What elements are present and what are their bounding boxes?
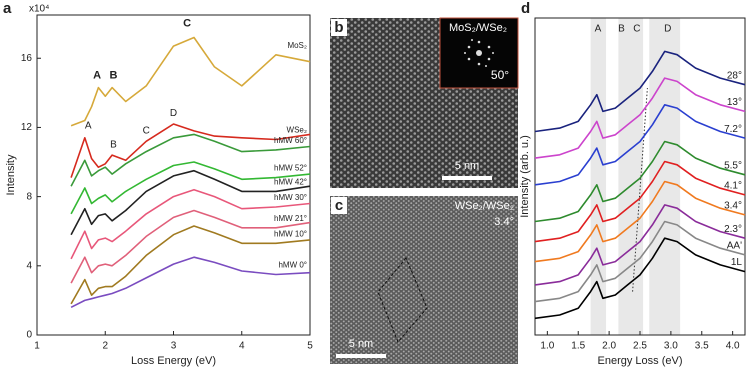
peak-annotation: C (183, 18, 191, 30)
fft-spots (464, 39, 494, 67)
x-axis-label: Loss Energy (eV) (131, 355, 216, 367)
series-label: 1L (731, 257, 743, 268)
x-tick-label: 5 (307, 341, 313, 352)
series-label: hMW 60° (274, 136, 307, 145)
series-label: hMW 42° (274, 178, 307, 187)
x-tick-label: 1.0 (540, 341, 554, 352)
peak-annotation: B (109, 69, 117, 81)
shaded-band (649, 18, 681, 335)
y-tick-label: 0 (26, 330, 32, 341)
x-tick-label: 4 (239, 341, 245, 352)
y-tick-label: 4 (26, 260, 32, 271)
spectrum-line (534, 77, 746, 159)
peak-annotation: B (110, 139, 117, 150)
scale-label: 5 nm (455, 160, 479, 172)
panel-label-bg (331, 197, 347, 214)
spectrum-line (534, 160, 746, 243)
image-caption: WSe₂/WSe₂ (455, 200, 514, 212)
peak-annotation: D (664, 24, 671, 35)
spectrum-line (534, 204, 746, 286)
spectrum-line (70, 36, 311, 127)
spectrum-line (70, 133, 311, 187)
y-tick-label: 8 (26, 191, 32, 202)
x-tick-label: 1 (34, 341, 40, 352)
spectrum-line (70, 256, 311, 309)
panel-label: c (335, 197, 343, 214)
spectrum-line (70, 123, 311, 178)
series-label: 4.1° (724, 180, 742, 191)
y-scale-label: x10⁴ (29, 4, 49, 15)
panel-label: a (3, 0, 12, 17)
x-tick-label: 2.0 (602, 341, 616, 352)
panel-label: b (334, 19, 343, 36)
x-tick-label: 1.5 (571, 341, 585, 352)
series-label: 13° (727, 97, 742, 108)
scale-label: 5 nm (349, 338, 373, 350)
spectrum-line (534, 104, 746, 186)
peak-annotation: C (633, 24, 640, 35)
shaded-band (618, 18, 644, 335)
scale-bar (336, 354, 386, 358)
peak-annotation: A (93, 69, 101, 81)
x-tick-label: 2.5 (633, 341, 647, 352)
series-label: WSe₂ (287, 126, 307, 135)
x-tick-label: 3.0 (664, 341, 678, 352)
spectrum-line (70, 161, 311, 215)
twist-angle: 50° (491, 68, 509, 82)
x-tick-label: 3 (171, 341, 177, 352)
peak-annotation: D (170, 108, 177, 119)
spectrum-line (70, 209, 311, 284)
series-label: 7.2° (724, 124, 742, 135)
series-label: 2.3° (724, 224, 742, 235)
x-tick-label: 4.0 (726, 341, 740, 352)
panel-label-bg (331, 19, 347, 36)
plot-frame (36, 14, 311, 336)
image-caption: MoS₂/WSe₂ (449, 22, 507, 34)
y-tick-label: 12 (21, 122, 33, 133)
peak-annotation: A (85, 120, 92, 131)
series-label: hMW 10° (274, 229, 307, 238)
x-tick-label: 2 (102, 341, 108, 352)
series-label: MoS₂ (287, 41, 307, 50)
x-axis-label: Energy Loss (eV) (598, 355, 683, 367)
series-label: 3.4° (724, 201, 742, 212)
peak-annotation: C (143, 126, 150, 137)
spectrum-line (534, 220, 746, 303)
series-label: hMW 0° (278, 261, 307, 270)
tem-image (330, 196, 518, 364)
y-tick-label: 16 (21, 53, 33, 64)
series-label: 5.5° (724, 160, 742, 171)
spectrum-line (70, 188, 311, 260)
twist-angle: 3.4° (494, 216, 514, 228)
series-label: 28° (727, 70, 742, 81)
spectrum-line (70, 225, 311, 305)
spectrum-line (534, 140, 746, 223)
spectrum-line (534, 237, 746, 320)
panel-label: d (521, 0, 530, 17)
peak-annotation: B (618, 24, 625, 35)
moire-cell (377, 257, 428, 343)
y-axis-label: Intensity (arb. u.) (519, 135, 531, 218)
scale-bar (442, 176, 492, 180)
series-label: hMW 52° (274, 164, 307, 173)
y-axis-label: Intensity (5, 154, 17, 195)
series-label: hMW 30° (274, 193, 307, 202)
series-label: hMW 21° (274, 214, 307, 223)
spectrum-line (70, 169, 311, 236)
spectrum-line (534, 50, 746, 133)
series-label: AA' (727, 241, 742, 252)
peak-annotation: A (595, 24, 602, 35)
guide-line (632, 88, 648, 292)
x-tick-label: 3.5 (695, 341, 709, 352)
spectrum-line (534, 180, 746, 263)
